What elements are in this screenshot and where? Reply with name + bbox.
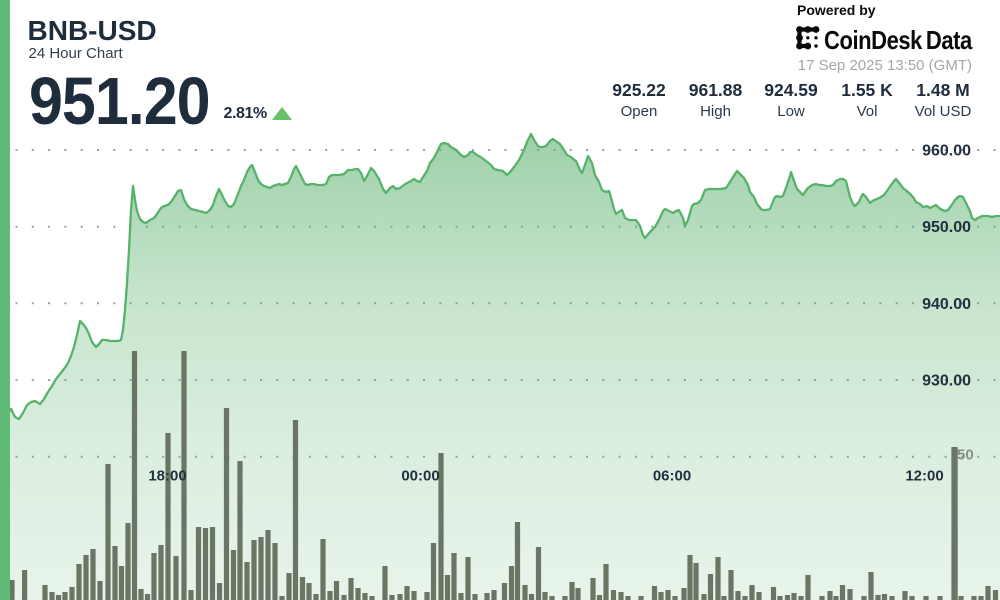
svg-text:06:00: 06:00: [653, 468, 691, 485]
svg-text:960.00: 960.00: [922, 143, 971, 160]
svg-text:18:00: 18:00: [148, 468, 186, 485]
svg-text:940.00: 940.00: [922, 296, 971, 313]
svg-text:50: 50: [957, 447, 974, 464]
svg-text:12:00: 12:00: [905, 468, 943, 485]
svg-text:930.00: 930.00: [922, 373, 971, 390]
svg-text:00:00: 00:00: [401, 468, 439, 485]
svg-text:950.00: 950.00: [922, 219, 971, 236]
